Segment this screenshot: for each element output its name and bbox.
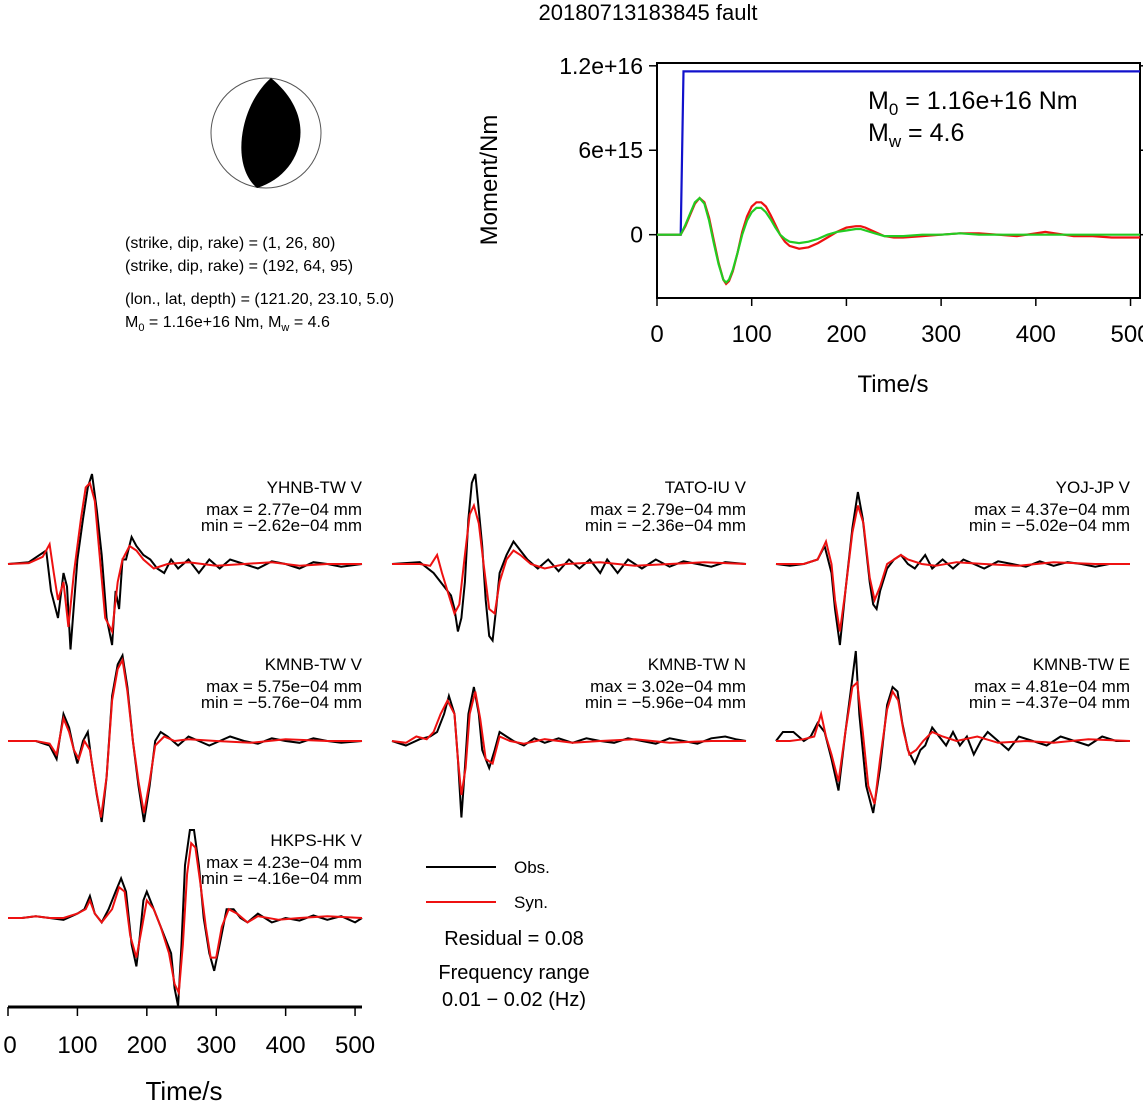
moment-x-tick-label: 300 xyxy=(921,321,961,348)
moment-y-label: Moment/Nm xyxy=(476,115,503,246)
moment-y-tick-label: 6e+15 xyxy=(578,137,643,163)
max-amplitude-label: max = 2.77e−04 mm xyxy=(206,500,362,519)
moment-x-axis: 0 100 200 300 400 500 xyxy=(650,298,1143,348)
min-amplitude-label: min = −5.76e−04 mm xyxy=(201,693,362,712)
waveform-x-tick-label: 400 xyxy=(266,1032,306,1059)
station-label: KMNB-TW N xyxy=(648,655,746,674)
moment-y-tick-label: 1.2e+16 xyxy=(559,53,643,79)
min-amplitude-label: min = −2.36e−04 mm xyxy=(585,516,746,535)
beachball-compression xyxy=(241,78,301,188)
waveform-x-tick-label: 200 xyxy=(127,1032,167,1059)
beachball xyxy=(210,77,322,189)
syn-trace xyxy=(7,481,362,635)
moment-annotation-mw: Mw = 4.6 xyxy=(868,119,964,151)
max-amplitude-label: max = 5.75e−04 mm xyxy=(206,677,362,696)
obs-trace xyxy=(391,473,747,644)
focal-line-1: (strike, dip, rake) = (1, 26, 80) xyxy=(125,235,335,252)
station-label: TATO-IU V xyxy=(665,478,747,497)
station-label: KMNB-TW V xyxy=(265,655,363,674)
moment-series-line-2 xyxy=(657,196,1140,285)
legend: Obs. Syn. xyxy=(426,858,550,912)
focal-line-2: (strike, dip, rake) = (192, 64, 95) xyxy=(125,258,353,275)
moment-x-tick-label: 200 xyxy=(826,321,866,348)
waveform-x-tick-label: 0 xyxy=(3,1032,16,1059)
frequency-range-label: Frequency range xyxy=(438,962,589,984)
station-label: YOJ-JP V xyxy=(1056,478,1131,497)
legend-syn-label: Syn. xyxy=(514,893,548,912)
obs-trace xyxy=(775,491,1130,646)
min-amplitude-label: min = −4.37e−04 mm xyxy=(969,693,1130,712)
moment-y-axis: 0 6e+15 1.2e+16 xyxy=(559,53,1143,248)
min-amplitude-label: min = −5.02e−04 mm xyxy=(969,516,1130,535)
moment-y-tick-label: 0 xyxy=(630,222,643,248)
focal-line-4: M0 = 1.16e+16 Nm, Mw = 4.6 xyxy=(125,314,330,334)
moment-x-tick-label: 400 xyxy=(1016,321,1056,348)
moment-panel: 0 100 200 300 400 500 0 6e+15 1.2e+16 Time/s Mo… xyxy=(476,53,1143,398)
syn-trace xyxy=(776,505,1130,632)
moment-x-tick-label: 100 xyxy=(732,321,772,348)
moment-x-tick-label: 500 xyxy=(1111,321,1143,348)
syn-trace xyxy=(8,841,363,997)
focal-line-3: (lon., lat, depth) = (121.20, 23.10, 5.0… xyxy=(125,291,394,308)
moment-series-line-1 xyxy=(657,196,1140,286)
max-amplitude-label: max = 3.02e−04 mm xyxy=(590,677,746,696)
residual-text: Residual = 0.08 xyxy=(444,928,584,950)
syn-trace xyxy=(391,691,746,796)
max-amplitude-label: max = 4.23e−04 mm xyxy=(206,853,362,872)
waveform-x-label: Time/s xyxy=(145,1076,222,1104)
min-amplitude-label: min = −4.16e−04 mm xyxy=(201,869,362,888)
moment-frame xyxy=(656,62,1141,299)
max-amplitude-label: max = 2.79e−04 mm xyxy=(590,500,746,519)
syn-trace xyxy=(776,680,1131,805)
station-label: HKPS-HK V xyxy=(270,831,362,850)
obs-trace xyxy=(391,686,747,818)
min-amplitude-label: min = −2.62e−04 mm xyxy=(201,516,362,535)
moment-x-label: Time/s xyxy=(857,371,928,398)
obs-trace xyxy=(775,650,1130,814)
syn-trace xyxy=(8,656,362,818)
obs-trace xyxy=(7,473,363,650)
min-amplitude-label: min = −5.96e−04 mm xyxy=(585,693,746,712)
frequency-range-value: 0.01 − 0.02 (Hz) xyxy=(442,989,586,1011)
station-label: KMNB-TW E xyxy=(1033,655,1130,674)
waveform-x-tick-label: 300 xyxy=(196,1032,236,1059)
syn-trace xyxy=(392,502,747,617)
moment-x-tick-label: 0 xyxy=(650,321,663,348)
waveform-x-tick-label: 500 xyxy=(335,1032,375,1059)
legend-obs-label: Obs. xyxy=(514,858,550,877)
station-label: YHNB-TW V xyxy=(267,478,363,497)
figure-title: 20180713183845 fault xyxy=(539,0,758,25)
waveform-x-tick-label: 100 xyxy=(57,1032,97,1059)
moment-series-group xyxy=(657,70,1140,286)
moment-annotation-m0: M0 = 1.16e+16 Nm xyxy=(868,87,1078,119)
waveform-x-axis: 0 100 200 300 400 500 xyxy=(3,1005,375,1059)
max-amplitude-label: max = 4.81e−04 mm xyxy=(974,677,1130,696)
max-amplitude-label: max = 4.37e−04 mm xyxy=(974,500,1130,519)
